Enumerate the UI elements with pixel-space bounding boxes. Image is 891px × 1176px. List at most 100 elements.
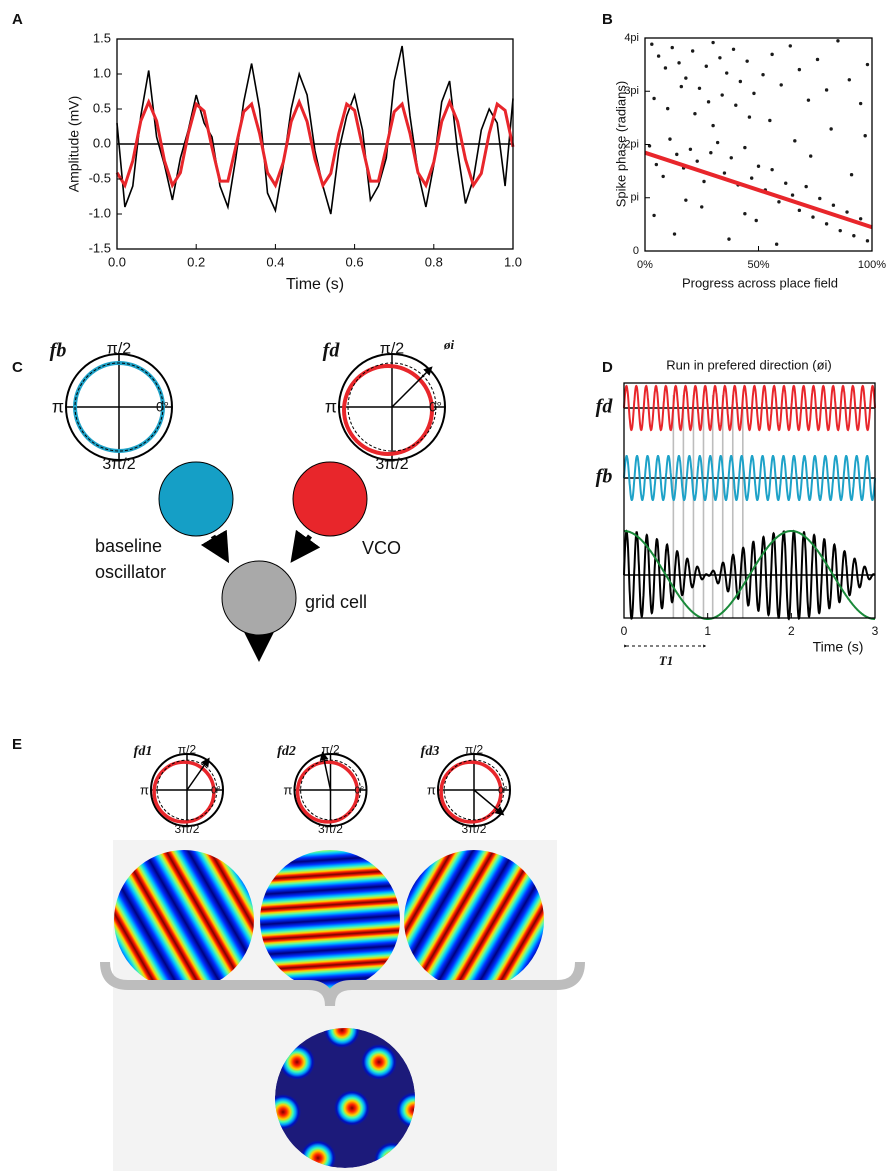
x-tick-label: 2	[788, 624, 795, 638]
x-tick-label: 0.4	[266, 254, 284, 269]
phase-circle	[152, 760, 216, 824]
panel-label: D	[602, 359, 613, 376]
x-axis-title: Progress across place field	[682, 275, 838, 290]
x-tick-label: 0.6	[346, 254, 364, 269]
spike-point	[852, 234, 856, 238]
spike-point	[650, 42, 654, 46]
spike-point	[811, 215, 815, 219]
node	[221, 560, 297, 636]
y-tick-label: -1.0	[89, 205, 111, 220]
spike-point	[858, 101, 863, 106]
dial-label: π/2	[380, 340, 404, 357]
reference-circle	[300, 759, 361, 821]
y-tick-label: -1.5	[89, 240, 111, 255]
x-tick-label: 0%	[637, 259, 653, 271]
arrow	[200, 529, 230, 564]
spike-point	[743, 212, 747, 216]
panel-label: A	[12, 11, 23, 28]
spike-point	[731, 47, 736, 51]
dial-label: π	[427, 782, 436, 797]
spike-point	[752, 91, 756, 96]
dial-label: 3π/2	[175, 822, 200, 836]
spike-point	[858, 217, 863, 221]
stripe-map	[260, 850, 400, 990]
dial-label: 0°	[156, 400, 169, 415]
reference-circle	[347, 362, 437, 452]
spike-point	[849, 173, 854, 177]
spike-point	[745, 59, 749, 63]
dial-label: π/2	[107, 340, 131, 357]
spike-point	[693, 112, 697, 116]
spike-point	[666, 106, 670, 111]
spike-point	[663, 66, 668, 70]
y-tick-label: 2pi	[624, 138, 639, 150]
spike-point	[797, 208, 802, 213]
spike-point	[797, 67, 802, 72]
spike-point	[784, 181, 788, 185]
spike-point	[720, 93, 724, 97]
x-tick-label: 0.0	[108, 254, 126, 269]
spike-point	[804, 184, 808, 189]
spike-point	[672, 232, 677, 236]
spike-point	[684, 76, 688, 80]
node	[292, 461, 368, 537]
x-tick-label: 0	[621, 624, 628, 638]
spike-point	[656, 54, 661, 58]
dial-name: fd1	[134, 744, 153, 759]
spike-point	[845, 210, 849, 214]
series-line	[115, 98, 515, 189]
dial-label: 3π/2	[102, 456, 135, 473]
dial-label: π	[52, 397, 64, 417]
arrow	[290, 529, 321, 563]
spike-point	[661, 174, 665, 179]
spike-point	[818, 196, 822, 201]
envelope	[624, 530, 875, 620]
dial-label: 3π/2	[462, 822, 487, 836]
spike-point	[761, 73, 765, 77]
spike-point	[711, 40, 715, 45]
x-tick-label: 50%	[747, 259, 769, 271]
y-tick-label: 3pi	[624, 85, 639, 97]
spike-point	[725, 71, 729, 75]
interference	[623, 529, 876, 621]
dial-label: 0°	[429, 400, 442, 415]
node-label: grid cell	[305, 592, 367, 612]
y-tick-label: 0.5	[93, 100, 111, 115]
dial-label: π	[325, 397, 337, 417]
spike-point	[688, 147, 693, 152]
spike-point	[777, 200, 781, 204]
node-label: VCO	[362, 538, 401, 558]
dial-label: π/2	[321, 743, 340, 757]
x-tick-label: 0.8	[425, 254, 443, 269]
grid-map	[275, 1028, 415, 1168]
dial-label: 3π/2	[318, 822, 343, 836]
oscillation	[623, 384, 876, 432]
spike-point	[702, 179, 706, 184]
spike-point	[677, 61, 681, 65]
spike-point	[824, 88, 829, 92]
spike-point	[729, 156, 733, 160]
spike-point	[670, 45, 674, 50]
dial-name: fd2	[277, 744, 296, 759]
x-tick-label: 3	[872, 624, 879, 638]
spike-point	[700, 205, 704, 209]
arrow-label: øi	[443, 337, 455, 352]
dial-label: 0°	[498, 786, 508, 797]
spike-point	[722, 171, 727, 175]
x-tick-label: 1.0	[504, 254, 522, 269]
plot-frame	[623, 382, 876, 619]
spike-point	[652, 213, 656, 218]
annotation: T1	[659, 653, 673, 668]
spike-point	[865, 239, 870, 243]
spike-point	[652, 96, 656, 101]
spike-point	[847, 78, 851, 82]
direction-arrow	[391, 366, 433, 408]
spike-point	[718, 56, 722, 60]
spike-point	[734, 103, 738, 107]
spike-point	[779, 83, 783, 87]
spike-point	[697, 86, 702, 90]
spike-point	[647, 144, 652, 148]
dial-label: π/2	[178, 743, 197, 757]
chart-title: Run in prefered direction (øi)	[666, 357, 831, 372]
